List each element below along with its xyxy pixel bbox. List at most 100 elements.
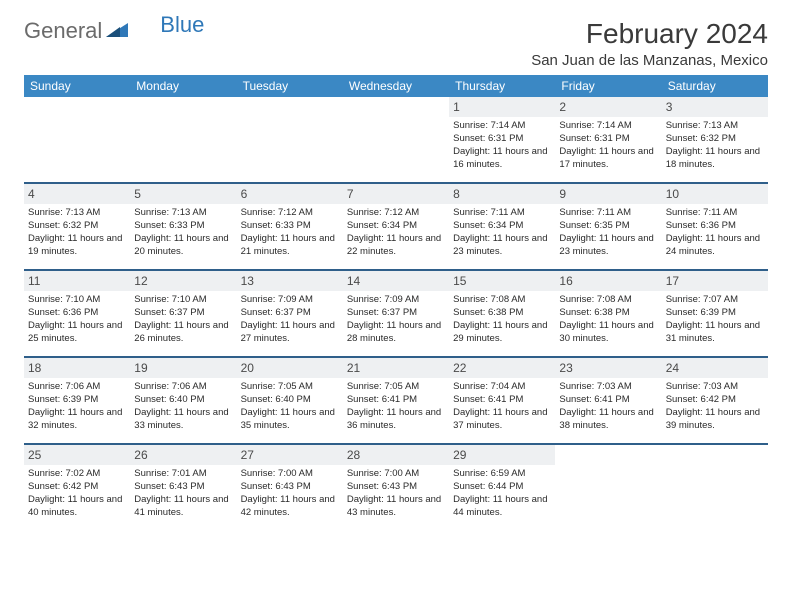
sunrise-text: Sunrise: 7:05 AM xyxy=(241,381,339,394)
daylight-text: Daylight: 11 hours and 23 minutes. xyxy=(453,233,551,259)
calendar-day-cell: 5Sunrise: 7:13 AMSunset: 6:33 PMDaylight… xyxy=(130,184,236,270)
calendar-day-cell: 25Sunrise: 7:02 AMSunset: 6:42 PMDayligh… xyxy=(24,445,130,531)
sunset-text: Sunset: 6:43 PM xyxy=(347,481,445,494)
calendar-day-cell xyxy=(24,97,130,183)
day-header: Wednesday xyxy=(343,75,449,97)
calendar-day-cell: 23Sunrise: 7:03 AMSunset: 6:41 PMDayligh… xyxy=(555,358,661,444)
sunset-text: Sunset: 6:38 PM xyxy=(559,307,657,320)
day-number: 21 xyxy=(343,358,449,378)
day-number: 22 xyxy=(449,358,555,378)
day-number: 7 xyxy=(343,184,449,204)
sunrise-text: Sunrise: 7:11 AM xyxy=(666,207,764,220)
sunset-text: Sunset: 6:33 PM xyxy=(241,220,339,233)
sunset-text: Sunset: 6:37 PM xyxy=(241,307,339,320)
sunrise-text: Sunrise: 7:14 AM xyxy=(559,120,657,133)
sunset-text: Sunset: 6:39 PM xyxy=(28,394,126,407)
daylight-text: Daylight: 11 hours and 32 minutes. xyxy=(28,407,126,433)
daylight-text: Daylight: 11 hours and 30 minutes. xyxy=(559,320,657,346)
daylight-text: Daylight: 11 hours and 40 minutes. xyxy=(28,494,126,520)
daylight-text: Daylight: 11 hours and 39 minutes. xyxy=(666,407,764,433)
calendar-day-cell xyxy=(237,97,343,183)
day-number: 6 xyxy=(237,184,343,204)
calendar-day-cell xyxy=(662,445,768,531)
day-number: 24 xyxy=(662,358,768,378)
day-header: Tuesday xyxy=(237,75,343,97)
calendar-week-row: 18Sunrise: 7:06 AMSunset: 6:39 PMDayligh… xyxy=(24,358,768,444)
calendar-day-cell: 13Sunrise: 7:09 AMSunset: 6:37 PMDayligh… xyxy=(237,271,343,357)
month-title: February 2024 xyxy=(531,18,768,50)
sunset-text: Sunset: 6:43 PM xyxy=(134,481,232,494)
daylight-text: Daylight: 11 hours and 38 minutes. xyxy=(559,407,657,433)
day-number: 14 xyxy=(343,271,449,291)
day-number: 29 xyxy=(449,445,555,465)
calendar-day-cell: 4Sunrise: 7:13 AMSunset: 6:32 PMDaylight… xyxy=(24,184,130,270)
calendar-day-cell: 19Sunrise: 7:06 AMSunset: 6:40 PMDayligh… xyxy=(130,358,236,444)
day-number: 10 xyxy=(662,184,768,204)
calendar-day-cell: 20Sunrise: 7:05 AMSunset: 6:40 PMDayligh… xyxy=(237,358,343,444)
day-number: 18 xyxy=(24,358,130,378)
sunset-text: Sunset: 6:35 PM xyxy=(559,220,657,233)
calendar-day-cell: 14Sunrise: 7:09 AMSunset: 6:37 PMDayligh… xyxy=(343,271,449,357)
calendar-day-cell: 17Sunrise: 7:07 AMSunset: 6:39 PMDayligh… xyxy=(662,271,768,357)
daylight-text: Daylight: 11 hours and 42 minutes. xyxy=(241,494,339,520)
calendar-week-row: 11Sunrise: 7:10 AMSunset: 6:36 PMDayligh… xyxy=(24,271,768,357)
sunrise-text: Sunrise: 7:11 AM xyxy=(453,207,551,220)
sunrise-text: Sunrise: 7:08 AM xyxy=(453,294,551,307)
day-number: 11 xyxy=(24,271,130,291)
day-header: Sunday xyxy=(24,75,130,97)
daylight-text: Daylight: 11 hours and 26 minutes. xyxy=(134,320,232,346)
daylight-text: Daylight: 11 hours and 36 minutes. xyxy=(347,407,445,433)
sunrise-text: Sunrise: 7:08 AM xyxy=(559,294,657,307)
sunset-text: Sunset: 6:38 PM xyxy=(453,307,551,320)
calendar-day-cell: 7Sunrise: 7:12 AMSunset: 6:34 PMDaylight… xyxy=(343,184,449,270)
calendar-day-cell: 22Sunrise: 7:04 AMSunset: 6:41 PMDayligh… xyxy=(449,358,555,444)
calendar-day-cell: 1Sunrise: 7:14 AMSunset: 6:31 PMDaylight… xyxy=(449,97,555,183)
day-number: 9 xyxy=(555,184,661,204)
sunset-text: Sunset: 6:41 PM xyxy=(347,394,445,407)
calendar-day-cell xyxy=(130,97,236,183)
daylight-text: Daylight: 11 hours and 43 minutes. xyxy=(347,494,445,520)
day-header-row: Sunday Monday Tuesday Wednesday Thursday… xyxy=(24,75,768,97)
daylight-text: Daylight: 11 hours and 20 minutes. xyxy=(134,233,232,259)
calendar-day-cell: 12Sunrise: 7:10 AMSunset: 6:37 PMDayligh… xyxy=(130,271,236,357)
calendar-day-cell: 27Sunrise: 7:00 AMSunset: 6:43 PMDayligh… xyxy=(237,445,343,531)
calendar-week-row: 25Sunrise: 7:02 AMSunset: 6:42 PMDayligh… xyxy=(24,445,768,531)
sunrise-text: Sunrise: 7:07 AM xyxy=(666,294,764,307)
daylight-text: Daylight: 11 hours and 33 minutes. xyxy=(134,407,232,433)
sunrise-text: Sunrise: 7:13 AM xyxy=(666,120,764,133)
sunset-text: Sunset: 6:41 PM xyxy=(559,394,657,407)
day-number: 15 xyxy=(449,271,555,291)
sunrise-text: Sunrise: 7:06 AM xyxy=(134,381,232,394)
logo: General Blue xyxy=(24,18,204,44)
sunset-text: Sunset: 6:33 PM xyxy=(134,220,232,233)
daylight-text: Daylight: 11 hours and 22 minutes. xyxy=(347,233,445,259)
daylight-text: Daylight: 11 hours and 17 minutes. xyxy=(559,146,657,172)
sunset-text: Sunset: 6:37 PM xyxy=(134,307,232,320)
calendar-day-cell: 2Sunrise: 7:14 AMSunset: 6:31 PMDaylight… xyxy=(555,97,661,183)
logo-text-general: General xyxy=(24,18,102,44)
calendar-day-cell: 28Sunrise: 7:00 AMSunset: 6:43 PMDayligh… xyxy=(343,445,449,531)
calendar-day-cell: 8Sunrise: 7:11 AMSunset: 6:34 PMDaylight… xyxy=(449,184,555,270)
sunrise-text: Sunrise: 7:10 AM xyxy=(134,294,232,307)
day-number: 17 xyxy=(662,271,768,291)
calendar-day-cell: 16Sunrise: 7:08 AMSunset: 6:38 PMDayligh… xyxy=(555,271,661,357)
daylight-text: Daylight: 11 hours and 28 minutes. xyxy=(347,320,445,346)
sunrise-text: Sunrise: 7:09 AM xyxy=(347,294,445,307)
location-label: San Juan de las Manzanas, Mexico xyxy=(531,52,768,69)
calendar-day-cell: 6Sunrise: 7:12 AMSunset: 6:33 PMDaylight… xyxy=(237,184,343,270)
sunrise-text: Sunrise: 7:04 AM xyxy=(453,381,551,394)
sunrise-text: Sunrise: 7:11 AM xyxy=(559,207,657,220)
daylight-text: Daylight: 11 hours and 41 minutes. xyxy=(134,494,232,520)
calendar-day-cell: 3Sunrise: 7:13 AMSunset: 6:32 PMDaylight… xyxy=(662,97,768,183)
day-number: 2 xyxy=(555,97,661,117)
sunset-text: Sunset: 6:34 PM xyxy=(453,220,551,233)
day-number: 19 xyxy=(130,358,236,378)
sunrise-text: Sunrise: 7:14 AM xyxy=(453,120,551,133)
calendar-week-row: 1Sunrise: 7:14 AMSunset: 6:31 PMDaylight… xyxy=(24,97,768,183)
daylight-text: Daylight: 11 hours and 27 minutes. xyxy=(241,320,339,346)
day-number: 26 xyxy=(130,445,236,465)
calendar-day-cell: 26Sunrise: 7:01 AMSunset: 6:43 PMDayligh… xyxy=(130,445,236,531)
calendar-day-cell: 18Sunrise: 7:06 AMSunset: 6:39 PMDayligh… xyxy=(24,358,130,444)
day-number: 13 xyxy=(237,271,343,291)
calendar-day-cell xyxy=(555,445,661,531)
